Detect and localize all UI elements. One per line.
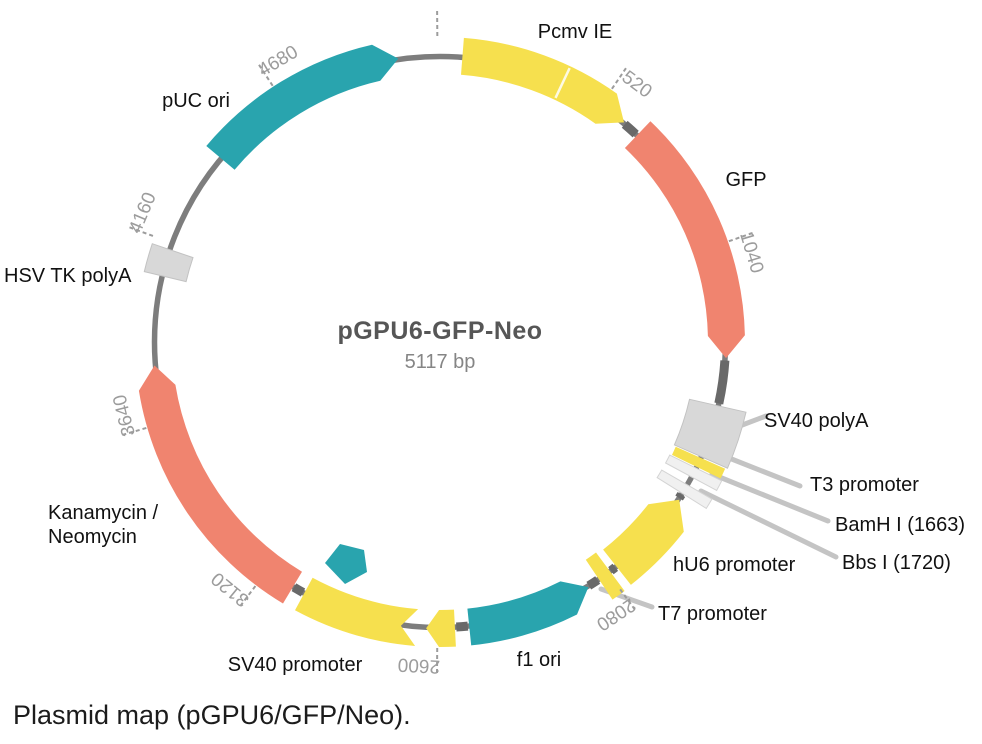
leader-t3-promoter — [721, 453, 803, 489]
label-bamh-i: BamH I (1663) — [835, 514, 965, 536]
label-sv40-polya: SV40 polyA — [764, 410, 869, 432]
label-hsv-tk-polya: HSV TK polyA — [4, 265, 132, 287]
feature-t3-promoter — [672, 446, 726, 479]
feature-connector — [608, 563, 619, 575]
tick-4680 — [257, 63, 274, 87]
feature-kanamycin-neomycin — [138, 365, 302, 604]
feature-connector — [291, 583, 306, 597]
label-t3-promoter: T3 promoter — [810, 474, 919, 496]
tick-4160 — [128, 226, 154, 237]
tick-2080 — [619, 588, 637, 611]
label-puc-ori: pUC ori — [162, 90, 230, 112]
feature-connector — [456, 621, 469, 632]
feature-sv40-promoter-arrow — [426, 609, 456, 648]
segment-divider-pcmv-ie — [554, 67, 571, 99]
leader-bamh-i — [709, 471, 831, 524]
feature-sv40-polya — [673, 398, 747, 469]
tick-label-4160: 4160 — [125, 189, 161, 236]
plasmid-size-label: 5117 bp — [404, 351, 476, 373]
leader-bbs-i — [698, 488, 839, 560]
feature-puc-ori — [206, 44, 399, 170]
tick-3120 — [238, 585, 257, 608]
feature-connector — [586, 576, 601, 590]
feature-bbs-i — [656, 469, 713, 510]
label-gfp: GFP — [725, 169, 766, 191]
label-kanamycin-neomycin: Kanamycin / — [48, 502, 158, 524]
feature-t7-promoter — [585, 552, 625, 600]
feature-connector — [714, 360, 730, 405]
feature-hsv-tk-polya — [143, 243, 194, 283]
label-hu6-promoter: hU6 promoter — [673, 554, 796, 576]
label-pcmv-ie: Pcmv IE — [538, 21, 612, 43]
feature-hu6-promoter — [603, 499, 684, 585]
feature-sv40-promoter — [295, 577, 419, 646]
plasmid-title: pGPU6-GFP-Neo — [337, 317, 543, 345]
figure-caption: Plasmid map (pGPU6/GFP/Neo). — [13, 700, 411, 730]
feature-bamh-i — [664, 454, 723, 492]
tick-label-1040: 1040 — [735, 229, 767, 276]
feature-f1-ori — [467, 581, 589, 646]
feature-pcmv-ie — [461, 37, 624, 124]
tick-3640 — [121, 426, 147, 437]
label-kanamycin-neomycin: Neomycin — [48, 526, 137, 548]
label-sv40-promoter: SV40 promoter — [228, 654, 363, 676]
tick-label-3640: 3640 — [109, 392, 140, 438]
feature-connector — [675, 492, 686, 501]
pentagon-marker — [325, 544, 367, 584]
label-t7-promoter: T7 promoter — [658, 603, 767, 625]
tick-label-2080: 2080 — [592, 594, 639, 635]
feature-connector — [621, 120, 639, 138]
tick-1040 — [728, 231, 754, 243]
label-bbs-i: Bbs I (1720) — [842, 552, 951, 574]
tick-label-520: 520 — [618, 67, 656, 103]
tick-520 — [611, 66, 628, 90]
tick-label-2600: 2600 — [397, 654, 440, 677]
feature-gfp — [624, 121, 745, 359]
label-f1-ori: f1 ori — [517, 649, 561, 671]
